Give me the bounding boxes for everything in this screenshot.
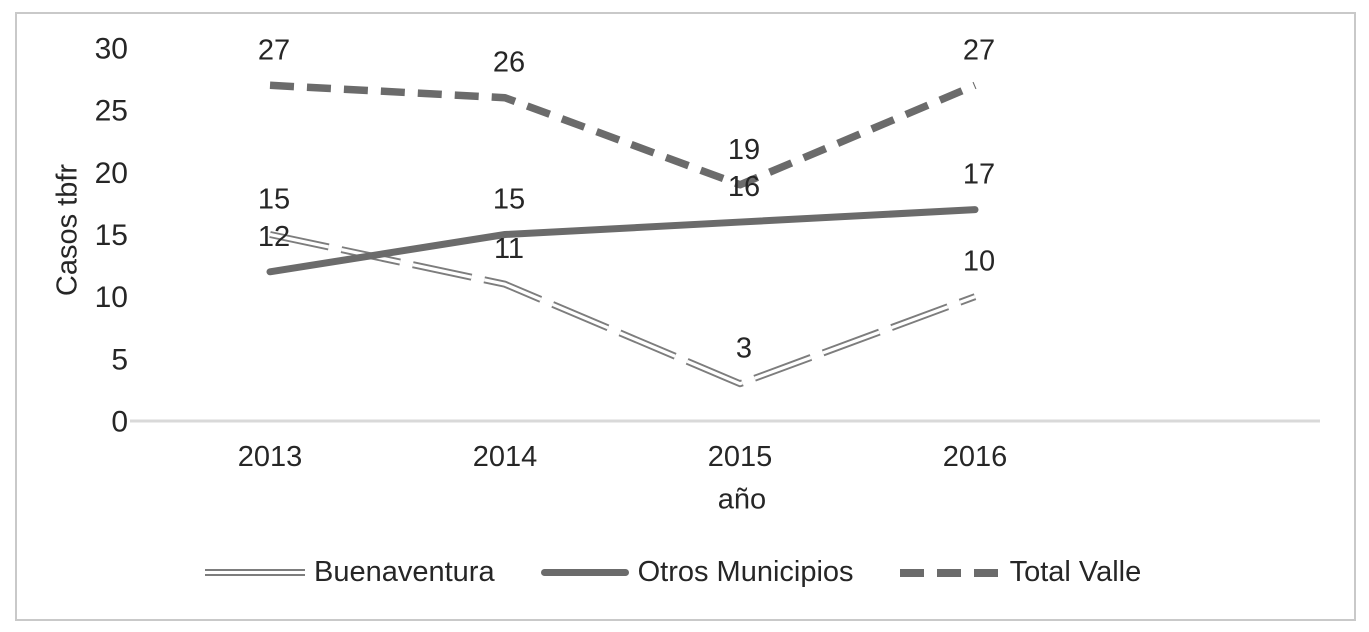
double-line-marker-icon xyxy=(205,569,305,576)
legend-item-otros-municipios: Otros Municipios xyxy=(540,556,854,589)
data-label: 27 xyxy=(258,34,290,66)
chart-frame xyxy=(15,12,1356,621)
data-label: 27 xyxy=(963,34,995,66)
chart-legend: Buenaventura Otros Municipios Total Vall… xyxy=(205,556,1141,589)
dashed-line-marker-icon xyxy=(899,568,1001,577)
data-label: 16 xyxy=(728,171,760,203)
data-label: 3 xyxy=(736,333,752,365)
y-tick-label: 30 xyxy=(95,33,128,66)
y-tick-label: 20 xyxy=(95,157,128,190)
data-label: 26 xyxy=(493,47,525,79)
data-label: 10 xyxy=(963,246,995,278)
legend-item-buenaventura: Buenaventura xyxy=(205,556,495,589)
x-axis-title: año xyxy=(717,483,767,516)
data-label: 15 xyxy=(258,184,290,216)
data-label: 15 xyxy=(493,184,525,216)
x-tick-label: 2014 xyxy=(473,441,538,473)
legend-item-total-valle: Total Valle xyxy=(899,556,1142,589)
y-tick-label: 25 xyxy=(95,95,128,128)
series-line-inner-buenaventura xyxy=(269,232,976,386)
solid-line-marker-icon xyxy=(540,569,629,576)
data-label: 19 xyxy=(728,134,760,166)
x-tick-label: 2015 xyxy=(708,441,773,473)
data-label: 12 xyxy=(258,221,290,253)
y-tick-label: 15 xyxy=(95,219,128,252)
series-line-otros-municipios xyxy=(266,206,979,276)
data-label: 11 xyxy=(494,233,524,265)
y-axis-title: Casos tbfr xyxy=(51,163,84,297)
series-line-total-valle xyxy=(269,81,977,189)
y-tick-label: 0 xyxy=(111,406,128,439)
y-tick-label: 10 xyxy=(95,281,128,314)
data-label: 17 xyxy=(963,159,995,191)
legend-label: Otros Municipios xyxy=(637,556,854,588)
y-tick-label: 5 xyxy=(111,343,128,376)
x-tick-label: 2013 xyxy=(238,441,303,473)
legend-label: Total Valle xyxy=(1009,556,1142,588)
x-tick-label: 2016 xyxy=(943,441,1008,473)
legend-label: Buenaventura xyxy=(314,556,495,588)
